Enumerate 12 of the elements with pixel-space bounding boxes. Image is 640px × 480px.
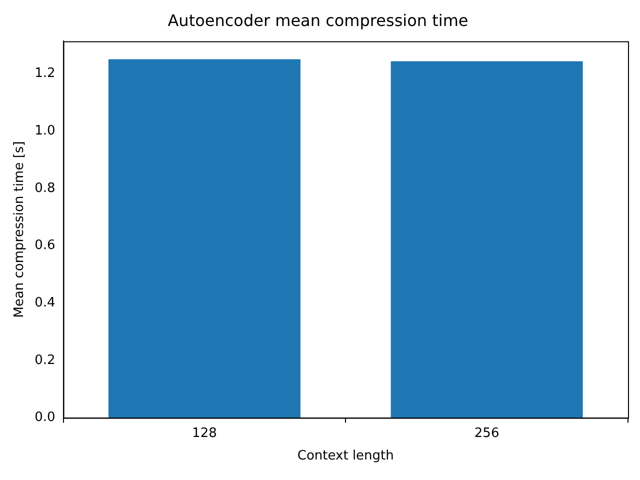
x-tick-label: 128 [192,426,217,441]
y-axis-title: Mean compression time [s] [12,141,28,318]
y-tick-label: 1.2 [34,66,56,82]
y-tick-label: 0.8 [34,180,56,196]
y-tick-label: 1.0 [34,124,56,139]
x-axis-title: Context length [297,448,394,464]
chart-title: Autoencoder mean compression time [168,10,468,30]
y-tick-label: 0.4 [34,296,56,311]
y-tick-label: 0.0 [34,410,56,426]
y-tick-label: 0.6 [34,238,56,254]
x-tick-label: 256 [474,426,500,441]
y-tick-label: 0.2 [34,352,56,368]
